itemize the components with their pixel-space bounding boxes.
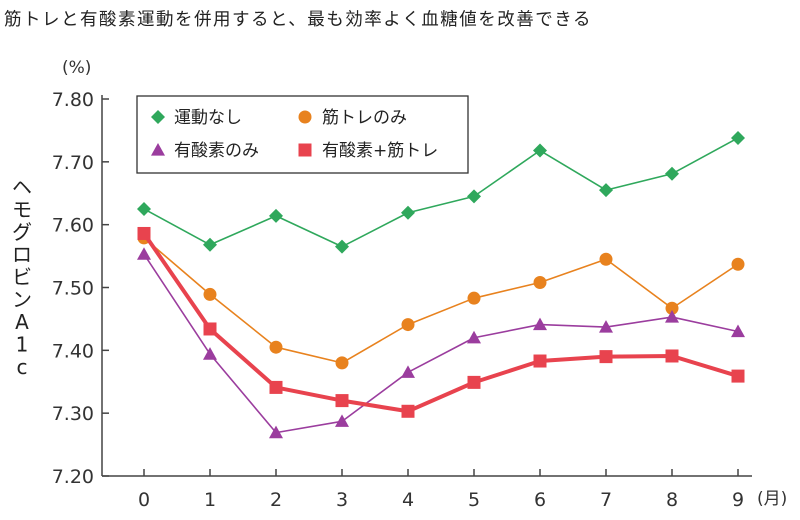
- y-tick-label: 7.80: [52, 89, 94, 111]
- x-tick-label: 6: [534, 489, 546, 511]
- x-unit-label: (月): [757, 489, 787, 509]
- y-unit-label: (%): [62, 58, 91, 78]
- series-diamond: [137, 130, 745, 254]
- x-tick-label: 2: [270, 489, 282, 511]
- data-point: [203, 287, 217, 301]
- x-tick-label: 7: [600, 489, 612, 511]
- data-point: [269, 380, 283, 394]
- y-tick-label: 7.60: [52, 215, 94, 237]
- data-point: [731, 130, 745, 145]
- y-tick-label: 7.50: [52, 278, 94, 300]
- series-triangle: [137, 247, 745, 439]
- x-tick-label: 4: [402, 489, 414, 511]
- data-point: [467, 330, 481, 344]
- legend-label: 有酸素+筋トレ: [322, 141, 438, 161]
- data-point: [401, 205, 415, 220]
- data-point: [203, 322, 217, 336]
- data-point: [599, 320, 613, 333]
- data-point: [401, 365, 415, 378]
- y-tick-label: 7.30: [52, 403, 94, 425]
- axes: 7.20 7.30 7.40 7.50 7.60 7.70 7.80 0 1 2 3 4 5 6 7 8 9 (%…: [12, 58, 787, 511]
- x-tick-label: 3: [336, 489, 348, 511]
- x-tick-label: 0: [138, 489, 150, 511]
- data-point: [665, 349, 679, 363]
- data-point: [335, 414, 349, 427]
- data-point: [269, 208, 283, 223]
- series-layer: [137, 130, 745, 439]
- data-point: [533, 143, 547, 158]
- data-point: [599, 350, 613, 364]
- data-point: [665, 166, 679, 181]
- data-point: [467, 375, 481, 389]
- data-point: [599, 183, 613, 198]
- series-square: [137, 226, 745, 418]
- x-tick-label: 8: [666, 489, 678, 511]
- series-line: [142, 232, 739, 414]
- data-point: [533, 275, 547, 289]
- series-circle: [137, 231, 745, 370]
- legend-marker-triangle: [151, 143, 165, 156]
- legend-label: 有酸素のみ: [174, 141, 259, 161]
- data-point: [401, 318, 415, 332]
- data-point: [731, 324, 745, 338]
- data-point: [731, 369, 745, 383]
- data-point: [401, 404, 415, 418]
- data-point: [137, 226, 151, 240]
- data-point: [467, 291, 481, 305]
- data-point: [269, 340, 283, 354]
- series-line: [143, 137, 739, 248]
- x-tick-label: 1: [204, 489, 216, 511]
- y-tick-label: 7.70: [52, 152, 94, 174]
- data-point: [203, 347, 217, 360]
- data-point: [533, 317, 547, 331]
- y-tick-label: 7.40: [52, 340, 94, 362]
- legend-marker-diamond: [151, 110, 165, 124]
- data-point: [335, 394, 349, 408]
- y-axis-label: ヘモグロビン A 1 c: [12, 175, 32, 379]
- data-point: [335, 356, 349, 370]
- data-point: [269, 425, 283, 439]
- series-line: [143, 253, 739, 434]
- data-point: [203, 237, 217, 252]
- data-point: [467, 189, 481, 204]
- legend-entry: 有酸素のみ: [151, 141, 259, 161]
- data-point: [137, 247, 151, 260]
- x-tick-label: 5: [468, 489, 480, 511]
- data-point: [137, 201, 151, 216]
- series-line: [143, 237, 739, 364]
- legend-marker-square: [298, 143, 312, 157]
- chart-title: 筋トレと有酸素運動を併用すると、最も効率よく血糖値を改善できる: [4, 10, 592, 30]
- legend-entry: 筋トレのみ: [298, 108, 407, 128]
- x-tick-label: 9: [732, 489, 744, 511]
- legend-marker-circle: [298, 110, 312, 124]
- data-point: [533, 354, 547, 368]
- data-point: [599, 252, 613, 266]
- data-point: [731, 257, 745, 271]
- y-tick-label: 7.20: [52, 466, 94, 488]
- data-point: [665, 310, 679, 323]
- legend-box: [136, 95, 469, 174]
- legend-entry: 運動なし: [151, 108, 242, 128]
- legend-label: 運動なし: [174, 108, 242, 128]
- legend-label: 筋トレのみ: [322, 108, 407, 128]
- data-point: [665, 301, 679, 315]
- data-point: [335, 239, 349, 254]
- legend-entry: 有酸素+筋トレ: [298, 141, 438, 161]
